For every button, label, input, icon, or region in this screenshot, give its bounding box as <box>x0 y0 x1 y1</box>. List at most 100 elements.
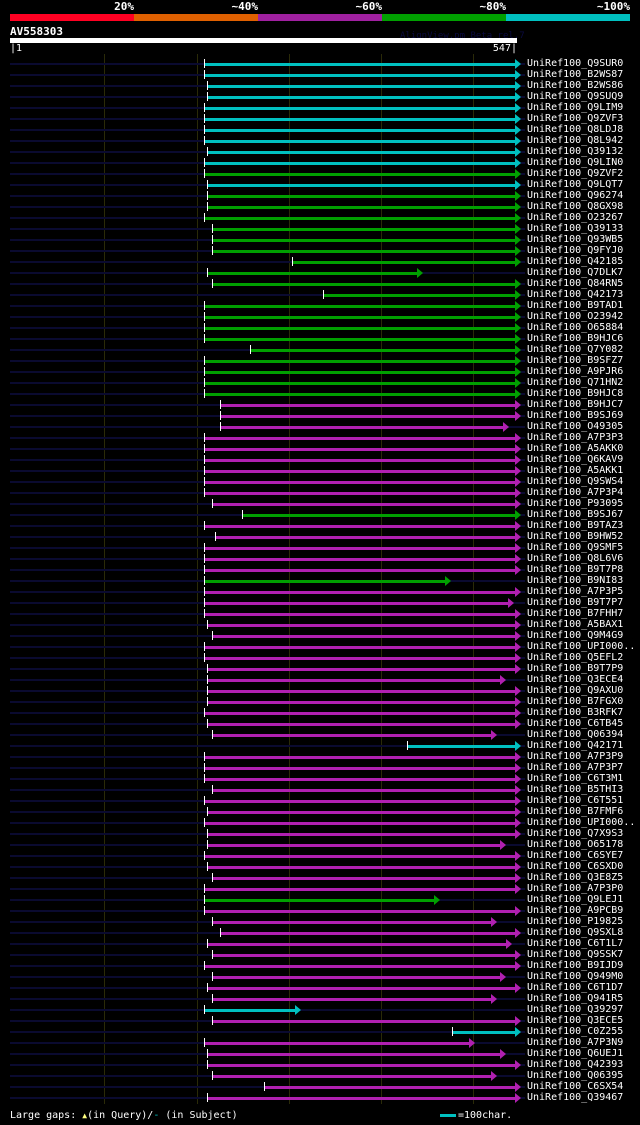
hit-label[interactable]: UniRef100_B9HJC8 <box>527 388 624 399</box>
hit-label[interactable]: UniRef100_A7P3P5 <box>527 586 624 597</box>
hit-label[interactable]: UniRef100_Q3ECE5 <box>527 1015 624 1026</box>
hit-label[interactable]: UniRef100_Q93WB5 <box>527 234 624 245</box>
hit-label[interactable]: UniRef100_Q84RN5 <box>527 278 624 289</box>
hit-label[interactable]: UniRef100_Q8LDJ8 <box>527 124 624 135</box>
hit-label[interactable]: UniRef100_Q9LQT7 <box>527 179 624 190</box>
hit-label[interactable]: UniRef100_Q9FYJ0 <box>527 245 624 256</box>
hit-label[interactable]: UniRef100_Q9SUR0 <box>527 58 624 69</box>
hit-label[interactable]: UniRef100_Q42171 <box>527 740 624 751</box>
hit-label[interactable]: UniRef100_Q42173 <box>527 289 624 300</box>
hit-label[interactable]: UniRef100_B9SFZ7 <box>527 355 624 366</box>
hit-label[interactable]: UniRef100_A9PCB9 <box>527 905 624 916</box>
hit-label[interactable]: UniRef100_P93095 <box>527 498 624 509</box>
hit-label[interactable]: UniRef100_Q96274 <box>527 190 624 201</box>
hit-end-arrow-icon <box>515 565 521 575</box>
hit-label[interactable]: UniRef100_B2WS86 <box>527 80 624 91</box>
hit-label[interactable]: UniRef100_C6SXD0 <box>527 861 624 872</box>
hit-label[interactable]: UniRef100_C6T1L7 <box>527 938 624 949</box>
hit-label[interactable]: UniRef100_Q39133 <box>527 223 624 234</box>
hit-label[interactable]: UniRef100_A9PJR6 <box>527 366 624 377</box>
hit-label[interactable]: UniRef100_B9HW52 <box>527 531 624 542</box>
hit-label[interactable]: UniRef100_Q9LIM9 <box>527 102 624 113</box>
hit-label[interactable]: UniRef100_B3RFK7 <box>527 707 624 718</box>
hit-label[interactable]: UniRef100_Q9LEJ1 <box>527 894 624 905</box>
hit-label[interactable]: UniRef100_B7FMF6 <box>527 806 624 817</box>
hit-label[interactable]: UniRef100_B9HJC6 <box>527 333 624 344</box>
hit-label[interactable]: UniRef100_Q8GX98 <box>527 201 624 212</box>
hit-label[interactable]: UniRef100_A7P3P3 <box>527 432 624 443</box>
hit-label[interactable]: UniRef100_Q9SWS4 <box>527 476 624 487</box>
hit-label[interactable]: UniRef100_Q3ECE4 <box>527 674 624 685</box>
hit-label[interactable]: UniRef100_B9HJC7 <box>527 399 624 410</box>
hit-label[interactable]: UniRef100_Q9ZVF2 <box>527 168 624 179</box>
hit-label[interactable]: UniRef100_Q42393 <box>527 1059 624 1070</box>
hit-label[interactable]: UniRef100_A7P3P4 <box>527 487 624 498</box>
hit-label[interactable]: UniRef100_A5BAX1 <box>527 619 624 630</box>
hit-label[interactable]: UniRef100_C6TB45 <box>527 718 624 729</box>
hit-label[interactable]: UniRef100_Q7X9S3 <box>527 828 624 839</box>
hit-label[interactable]: UniRef100_A7P3P9 <box>527 751 624 762</box>
hit-label[interactable]: UniRef100_Q9LIN0 <box>527 157 624 168</box>
hit-label[interactable]: UniRef100_Q5EFL2 <box>527 652 624 663</box>
hit-label[interactable]: UniRef100_Q06394 <box>527 729 624 740</box>
hit-label[interactable]: UniRef100_UPI000.. <box>527 641 636 652</box>
hit-label[interactable]: UniRef100_Q7DLK7 <box>527 267 624 278</box>
hit-start-tick <box>406 741 408 750</box>
hit-label[interactable]: UniRef100_Q9ZVF3 <box>527 113 624 124</box>
hit-label[interactable]: UniRef100_Q9SUQ9 <box>527 91 624 102</box>
hit-label[interactable]: UniRef100_A5AKK0 <box>527 443 624 454</box>
hit-label[interactable]: UniRef100_Q9SMF5 <box>527 542 624 553</box>
hit-label[interactable]: UniRef100_Q9SSK7 <box>527 949 624 960</box>
hit-label[interactable]: UniRef100_Q42185 <box>527 256 624 267</box>
hit-label[interactable]: UniRef100_Q9SXL8 <box>527 927 624 938</box>
hit-label[interactable]: UniRef100_Q06395 <box>527 1070 624 1081</box>
hit-label[interactable]: UniRef100_C6SX54 <box>527 1081 624 1092</box>
hit-label[interactable]: UniRef100_Q8L942 <box>527 135 624 146</box>
hit-start-tick <box>204 169 206 178</box>
hit-label[interactable]: UniRef100_B7FGX0 <box>527 696 624 707</box>
hit-label[interactable]: UniRef100_B9TAZ3 <box>527 520 624 531</box>
hit-label[interactable]: UniRef100_B2WS87 <box>527 69 624 80</box>
hit-label[interactable]: UniRef100_Q9M4G9 <box>527 630 624 641</box>
hit-label[interactable]: UniRef100_C6T3M1 <box>527 773 624 784</box>
hit-label[interactable]: UniRef100_B9SJ69 <box>527 410 624 421</box>
hit-label[interactable]: UniRef100_O23942 <box>527 311 624 322</box>
hit-label[interactable]: UniRef100_Q7Y082 <box>527 344 624 355</box>
hit-label[interactable]: UniRef100_Q8L6V6 <box>527 553 624 564</box>
hit-label[interactable]: UniRef100_C6SYE7 <box>527 850 624 861</box>
hit-label[interactable]: UniRef100_Q3E8Z5 <box>527 872 624 883</box>
hit-label[interactable]: UniRef100_B9T7P8 <box>527 564 624 575</box>
hit-label[interactable]: UniRef100_C0Z255 <box>527 1026 624 1037</box>
hit-label[interactable]: UniRef100_O65178 <box>527 839 624 850</box>
hit-label[interactable]: UniRef100_O23267 <box>527 212 624 223</box>
hit-label[interactable]: UniRef100_B9T7P9 <box>527 663 624 674</box>
hit-label[interactable]: UniRef100_B5THI3 <box>527 784 624 795</box>
hit-label[interactable]: UniRef100_A7P3P0 <box>527 883 624 894</box>
hit-label[interactable]: UniRef100_B7FHH7 <box>527 608 624 619</box>
hit-label[interactable]: UniRef100_Q39467 <box>527 1092 624 1103</box>
hit-label[interactable]: UniRef100_Q6KAV9 <box>527 454 624 465</box>
hit-label[interactable]: UniRef100_Q39132 <box>527 146 624 157</box>
hit-label[interactable]: UniRef100_A7P3N9 <box>527 1037 624 1048</box>
hit-label[interactable]: UniRef100_Q71HN2 <box>527 377 624 388</box>
hit-label[interactable]: UniRef100_Q941R5 <box>527 993 624 1004</box>
hit-label[interactable]: UniRef100_P19825 <box>527 916 624 927</box>
hit-label[interactable]: UniRef100_B9IJD9 <box>527 960 624 971</box>
hit-label[interactable]: UniRef100_B9SJ67 <box>527 509 624 520</box>
hit-label[interactable]: UniRef100_C6T1D7 <box>527 982 624 993</box>
hit-label[interactable]: UniRef100_B9T7P7 <box>527 597 624 608</box>
hit-label[interactable]: UniRef100_O49305 <box>527 421 624 432</box>
hit-label[interactable]: UniRef100_B9TAD1 <box>527 300 624 311</box>
hit-label[interactable]: UniRef100_B9NI83 <box>527 575 624 586</box>
hit-label[interactable]: UniRef100_A5AKK1 <box>527 465 624 476</box>
hit-label[interactable]: UniRef100_UPI000.. <box>527 817 636 828</box>
hit-label[interactable]: UniRef100_O65884 <box>527 322 624 333</box>
hit-label[interactable]: UniRef100_A7P3P7 <box>527 762 624 773</box>
hit-label[interactable]: UniRef100_Q9AXU0 <box>527 685 624 696</box>
query-track <box>10 261 525 263</box>
hit-label[interactable]: UniRef100_Q6UEJ1 <box>527 1048 624 1059</box>
hit-start-tick <box>206 675 208 684</box>
hit-label[interactable]: UniRef100_Q39297 <box>527 1004 624 1015</box>
hit-label[interactable]: UniRef100_C6T551 <box>527 795 624 806</box>
hit-label[interactable]: UniRef100_Q949M0 <box>527 971 624 982</box>
